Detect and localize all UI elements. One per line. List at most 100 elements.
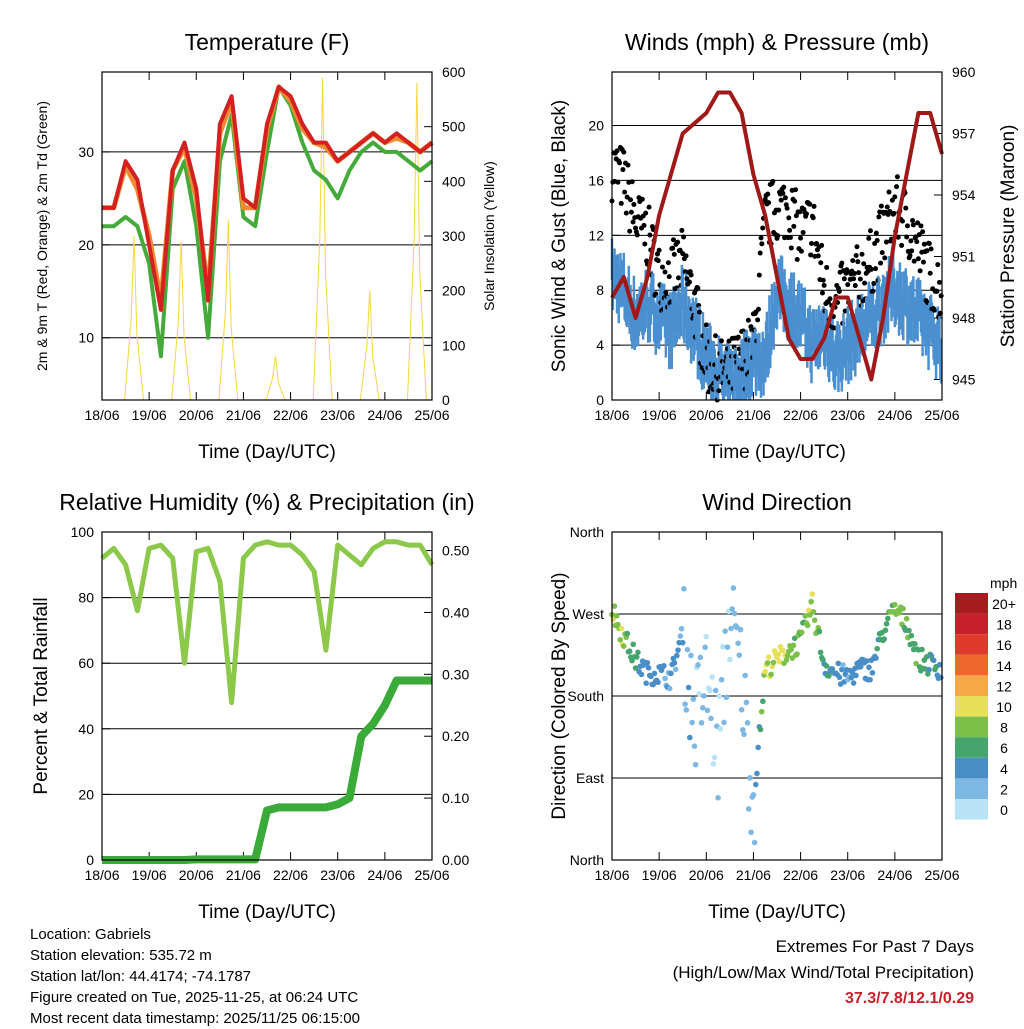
direction-point (710, 760, 717, 767)
direction-point (770, 659, 777, 666)
gust-point (815, 253, 821, 259)
y2-axis-label: Station Pressure (Maroon) (998, 125, 1019, 348)
gust-point (792, 198, 798, 204)
gust-point (662, 269, 668, 275)
gust-point (853, 253, 859, 259)
direction-point (776, 659, 783, 665)
x-tick-label: 25/06 (414, 407, 449, 423)
gust-point (871, 281, 877, 287)
direction-point (719, 643, 726, 650)
gust-point (820, 277, 826, 283)
direction-point (810, 608, 817, 615)
gust-point (686, 279, 692, 285)
gust-point (628, 197, 634, 203)
direction-point (913, 660, 919, 667)
x-axis-label: Time (Day/UTC) (708, 902, 846, 923)
gust-point (927, 270, 933, 276)
direction-point (750, 792, 757, 798)
direction-point (743, 699, 750, 706)
x-axis-label: Time (Day/UTC) (198, 902, 336, 923)
legend-title: mph (990, 575, 1017, 591)
direction-point (692, 761, 699, 768)
x-tick-label: 23/06 (830, 867, 865, 883)
gust-point (850, 258, 856, 264)
direction-point (752, 781, 759, 788)
gust-point (921, 241, 927, 247)
y2-tick-label: 100 (442, 337, 466, 353)
solar-insolation-line (406, 82, 427, 401)
gust-point (810, 215, 816, 221)
y-tick-label: 16 (588, 172, 604, 188)
y2-tick-label: 0.40 (442, 604, 469, 620)
direction-point (811, 617, 818, 623)
direction-point (903, 615, 910, 622)
direction-point (666, 685, 673, 692)
direction-point (737, 626, 744, 633)
legend-swatch (955, 613, 988, 635)
gust-point (842, 308, 848, 314)
y2-tick-label: 600 (442, 64, 466, 80)
direction-point (740, 727, 746, 733)
legend-swatch (955, 654, 988, 676)
y-tick-label: 20 (78, 786, 94, 802)
direction-point (695, 662, 701, 668)
gust-point (841, 276, 847, 282)
direction-point (709, 674, 715, 680)
y-tick-label: East (576, 770, 604, 786)
gust-point (907, 253, 913, 259)
gust-point (665, 260, 671, 266)
direction-point (672, 666, 679, 673)
gust-point (889, 197, 895, 203)
y2-tick-label: 948 (952, 310, 976, 326)
direction-point (762, 668, 769, 675)
gust-point (670, 237, 676, 243)
direction-point (722, 628, 728, 634)
x-tick-label: 23/06 (320, 867, 355, 883)
x-tick-label: 24/06 (877, 867, 912, 883)
y-tick-label: West (572, 606, 604, 622)
gust-point (627, 228, 633, 234)
gust-point (622, 189, 628, 195)
direction-point (643, 680, 649, 686)
gust-point (909, 248, 915, 254)
legend-swatch (955, 778, 988, 799)
gust-point (676, 275, 682, 281)
gust-point (618, 200, 624, 206)
direction-point (751, 839, 758, 846)
gust-point (824, 264, 830, 270)
gust-point (778, 197, 784, 203)
gust-point (793, 213, 799, 219)
direction-point (936, 661, 943, 668)
gust-point (679, 227, 685, 233)
direction-point (836, 674, 843, 681)
direction-point (651, 670, 658, 677)
x-tick-label: 24/06 (367, 867, 402, 883)
direction-point (802, 613, 809, 619)
gust-point (726, 338, 732, 344)
gust-point (926, 240, 932, 246)
precipitation-line (102, 676, 432, 864)
gust-point (903, 205, 909, 211)
gust-point (920, 259, 926, 265)
extremes: Extremes For Past 7 Days (High/Low/Max W… (673, 934, 974, 1012)
gust-point (798, 248, 804, 254)
gust-point (794, 257, 800, 263)
direction-point (626, 648, 633, 655)
x-axis-label: Time (Day/UTC) (198, 442, 336, 463)
x-tick-label: 20/06 (179, 407, 214, 423)
plot-border (101, 531, 433, 861)
direction-point (718, 676, 725, 683)
x-tick-label: 22/06 (783, 407, 818, 423)
gust-point (938, 293, 944, 299)
gust-point (808, 252, 814, 258)
gust-point (643, 210, 649, 216)
y-tick-label: 20 (78, 237, 94, 253)
y2-tick-label: 0 (442, 392, 450, 408)
gust-point (760, 225, 766, 231)
direction-point (873, 655, 879, 661)
y-tick-label: 60 (78, 655, 94, 671)
direction-point (674, 652, 680, 659)
gust-point (759, 241, 765, 247)
gust-point (653, 291, 659, 297)
